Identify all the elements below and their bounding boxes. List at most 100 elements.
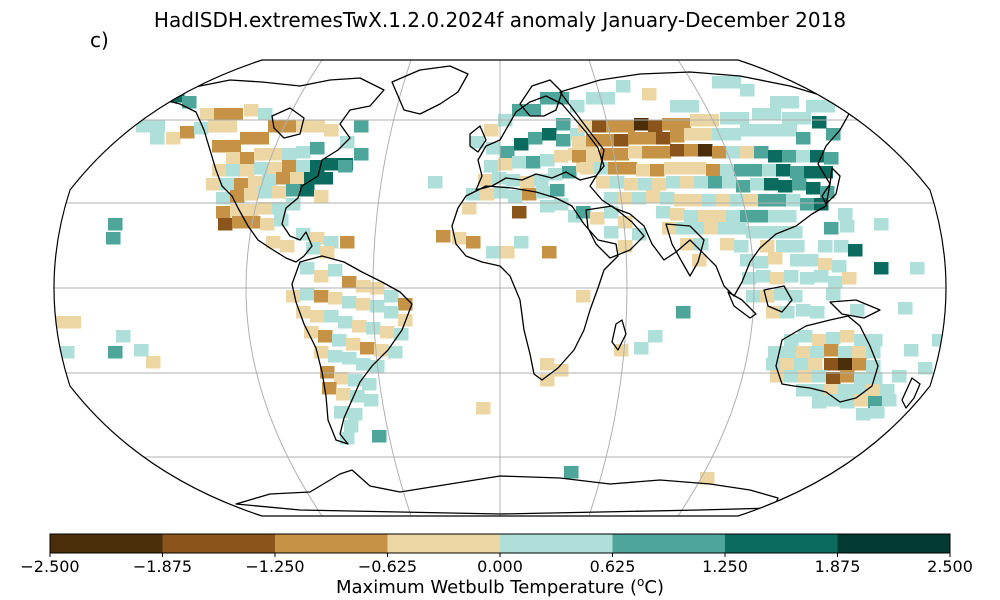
anomaly-cell	[690, 222, 705, 235]
anomaly-cell	[206, 178, 221, 191]
coastline-south-america	[291, 255, 413, 445]
anomaly-cell	[286, 184, 301, 197]
anomaly-cell	[782, 150, 797, 163]
anomaly-cell	[740, 146, 755, 159]
anomaly-cell	[760, 226, 775, 239]
anomaly-cell	[646, 190, 661, 203]
map-title: HadISDH.extremesTwX.1.2.0.2024f anomaly …	[153, 8, 847, 32]
anomaly-cell	[796, 132, 811, 145]
anomaly-cell	[764, 178, 779, 191]
anomaly-cell	[226, 164, 241, 177]
anomaly-cell	[380, 326, 395, 339]
anomaly-cell	[324, 236, 339, 249]
anomaly-cell	[268, 162, 283, 175]
coastline-british-isles	[469, 125, 487, 153]
anomaly-cell	[340, 432, 355, 445]
anomaly-cell	[868, 396, 883, 409]
anomaly-cell	[768, 150, 783, 163]
anomaly-cell	[134, 344, 149, 357]
anomaly-cell	[806, 100, 835, 113]
anomaly-cell	[826, 394, 841, 407]
anomaly-cell	[366, 322, 381, 335]
anomaly-cell	[428, 176, 443, 189]
anomaly-cell	[244, 104, 259, 117]
anomaly-cell	[634, 118, 649, 131]
anomaly-cell	[676, 306, 691, 319]
anomaly-cell	[642, 88, 657, 101]
anomaly-cell	[384, 306, 399, 319]
anomaly-cell	[856, 408, 871, 421]
anomaly-cell	[286, 198, 301, 211]
anomaly-cell	[296, 146, 311, 159]
anomaly-cell	[258, 108, 273, 121]
anomaly-cell	[664, 162, 693, 175]
anomaly-cell	[852, 346, 867, 359]
anomaly-cell	[484, 124, 499, 137]
coastline-north-america	[159, 77, 385, 263]
anomaly-cell	[328, 264, 343, 277]
anomaly-cell	[752, 108, 781, 121]
anomaly-cell	[720, 164, 735, 177]
anomaly-cell	[300, 184, 315, 197]
anomaly-cell	[54, 316, 81, 329]
anomaly-cell	[782, 346, 797, 359]
anomaly-cell	[726, 146, 741, 159]
anomaly-cell	[136, 120, 165, 133]
anomaly-cell	[758, 194, 773, 207]
anomaly-cell	[670, 100, 699, 113]
anomaly-cell	[874, 218, 889, 231]
anomaly-cell	[500, 146, 515, 159]
anomaly-cell	[818, 258, 833, 271]
anomaly-cell	[508, 190, 523, 203]
anomaly-cell	[576, 290, 591, 303]
anomaly-cell	[542, 128, 557, 141]
anomaly-cell	[854, 334, 869, 347]
anomaly-cell	[782, 112, 811, 125]
anomaly-cell	[388, 346, 403, 359]
anomaly-cell	[840, 220, 855, 233]
anomaly-cell	[756, 270, 771, 283]
anomaly-cell	[350, 390, 365, 403]
anomaly-cell	[694, 176, 709, 189]
anomaly-cell	[750, 178, 765, 191]
anomaly-cell	[770, 96, 799, 109]
anomaly-cell	[832, 260, 847, 273]
anomaly-cell	[744, 194, 759, 207]
anomaly-cell	[296, 160, 311, 173]
anomaly-cell	[286, 290, 301, 303]
anomaly-cell	[810, 306, 825, 319]
colorbar-segment	[612, 534, 726, 553]
anomaly-cell	[576, 206, 591, 219]
colorbar-segment	[837, 534, 951, 553]
anomaly-cell	[880, 384, 895, 397]
coastline-hudson-bay	[271, 107, 305, 139]
coastline-scandinavia	[519, 79, 563, 117]
anomaly-cell	[824, 152, 839, 165]
anomaly-cell	[328, 292, 343, 305]
anomaly-cell	[512, 104, 541, 117]
anomaly-cell	[754, 210, 769, 223]
colorbar-tick-label: 1.875	[814, 557, 861, 576]
anomaly-cell	[436, 230, 451, 243]
anomaly-cell	[338, 316, 353, 329]
anomaly-cell	[784, 334, 799, 347]
anomaly-cell	[348, 408, 363, 421]
anomaly-cell	[462, 202, 477, 215]
anomaly-cell	[150, 132, 165, 145]
anomaly-cell	[740, 84, 755, 97]
anomaly-cell	[244, 188, 259, 201]
anomaly-cell	[740, 210, 755, 223]
colorbar-tick-label: 1.250	[702, 557, 748, 576]
anomaly-cell	[790, 254, 805, 267]
anomaly-cell	[766, 358, 781, 371]
anomaly-cell	[108, 346, 123, 359]
anomaly-cell	[310, 142, 325, 155]
anomaly-cell	[794, 358, 809, 371]
anomaly-cell	[688, 194, 703, 207]
anomaly-cell	[770, 370, 785, 383]
anomaly-cell	[310, 232, 325, 245]
anomaly-grid-cells	[54, 76, 946, 485]
anomaly-cell	[898, 302, 913, 315]
anomaly-cell	[784, 370, 799, 383]
anomaly-cell	[554, 150, 569, 163]
